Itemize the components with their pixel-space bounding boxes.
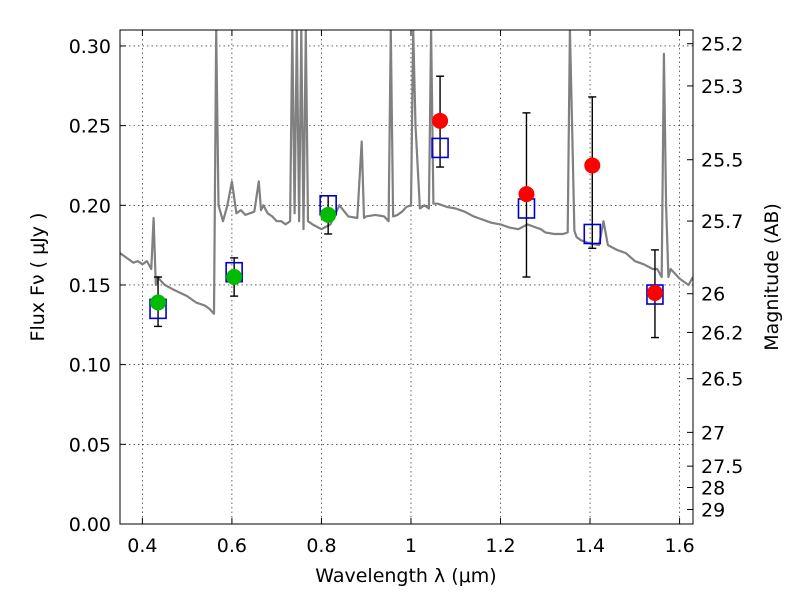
photometry-point bbox=[320, 206, 337, 223]
model-square-marker bbox=[583, 223, 602, 245]
x-tick-label: 0.6 bbox=[217, 535, 247, 557]
photometry-point-layer bbox=[150, 112, 663, 311]
y-tick-label: 0.05 bbox=[69, 434, 111, 456]
x-tick-label: 1 bbox=[405, 535, 417, 557]
magnitude-tick-label: 25.7 bbox=[701, 211, 743, 233]
plot-area bbox=[120, 30, 693, 339]
photometry-point bbox=[646, 284, 663, 301]
model-square-marker bbox=[431, 137, 449, 159]
magnitude-tick-label: 26.5 bbox=[701, 369, 743, 391]
y-tick-label: 0.00 bbox=[69, 514, 111, 536]
y-tick-label: 0.15 bbox=[69, 275, 111, 297]
magnitude-tick-label: 27.5 bbox=[701, 456, 743, 478]
grid-lines bbox=[120, 30, 693, 525]
photometry-point bbox=[518, 186, 535, 203]
plot-frame bbox=[119, 29, 694, 525]
magnitude-tick-label: 25.2 bbox=[701, 34, 743, 56]
spectrum-layer bbox=[120, 30, 693, 315]
magnitude-tick-label: 25.5 bbox=[701, 150, 743, 172]
magnitude-tick-label: 26.2 bbox=[701, 322, 743, 344]
x-tick-labels: 0.4 0.6 0.8 1 1.2 1.4 1.6 bbox=[127, 535, 694, 557]
y-axis-title: Flux Fν ( μJy ) bbox=[27, 213, 49, 342]
y-tick-label: 0.30 bbox=[69, 36, 111, 58]
x-axis-title: Wavelength λ (μm) bbox=[315, 565, 496, 587]
y-tick-label: 0.25 bbox=[69, 116, 111, 138]
magnitude-tick-label: 28 bbox=[701, 478, 725, 500]
spectrum-line bbox=[120, 30, 693, 315]
right-axis-title: Magnitude (AB) bbox=[761, 203, 783, 351]
x-tick-label: 0.4 bbox=[127, 535, 157, 557]
photometry-point bbox=[150, 294, 167, 311]
x-tick-label: 0.8 bbox=[306, 535, 336, 557]
x-tick-label: 1.4 bbox=[575, 535, 605, 557]
magnitude-tick-label: 27 bbox=[701, 422, 725, 444]
y-tick-label: 0.20 bbox=[69, 195, 111, 217]
magnitude-tick-label: 29 bbox=[701, 499, 725, 521]
y-tick-label: 0.10 bbox=[69, 355, 111, 377]
magnitude-tick-label: 26 bbox=[701, 284, 725, 306]
magnitude-tick-label: 25.3 bbox=[701, 76, 743, 98]
photometry-point bbox=[584, 157, 601, 174]
x-tick-label: 1.2 bbox=[485, 535, 515, 557]
x-tick-label: 1.6 bbox=[664, 535, 694, 557]
y-tick-labels: 0.00 0.05 0.10 0.15 0.20 0.25 0.30 bbox=[69, 36, 111, 536]
photometry-point bbox=[226, 269, 243, 285]
axis-ticks bbox=[120, 30, 693, 525]
photometry-point bbox=[432, 112, 449, 129]
